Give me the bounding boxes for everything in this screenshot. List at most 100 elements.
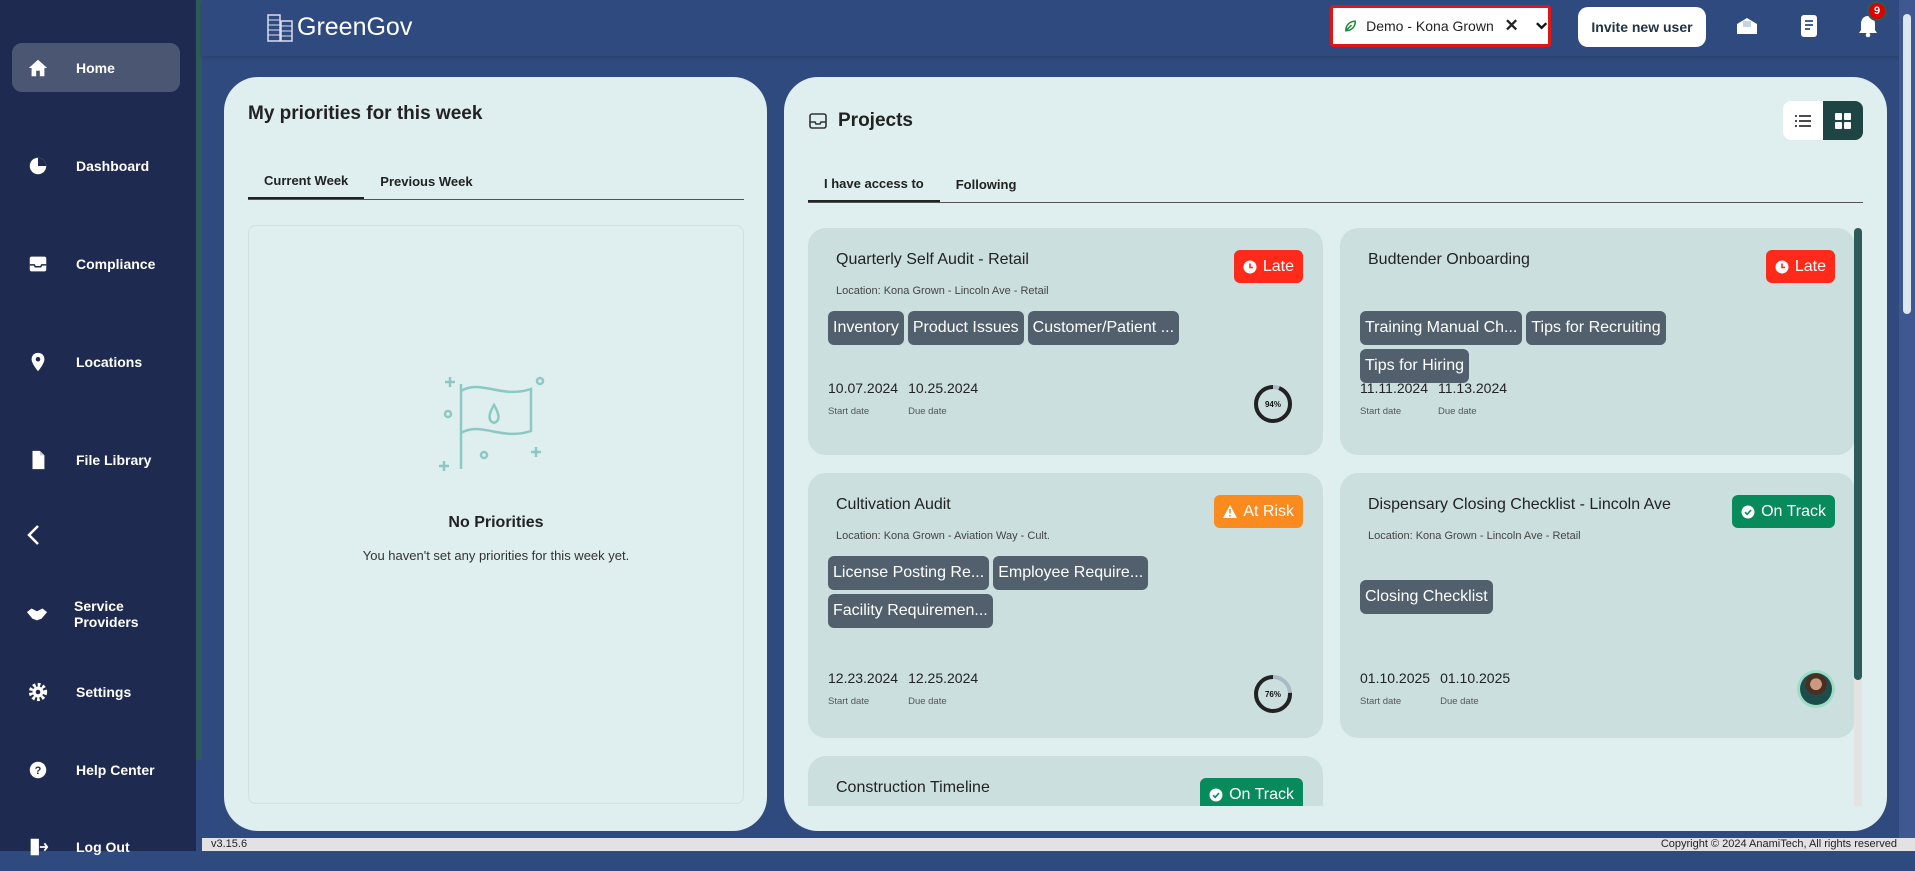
documents-button[interactable] (1795, 12, 1823, 40)
invite-new-user-button[interactable]: Invite new user (1578, 7, 1706, 47)
cards-scrollbar-thumb[interactable] (1854, 228, 1862, 680)
chevron-left-icon (27, 525, 39, 545)
status-badge: Late (1765, 250, 1835, 283)
project-location: Location: Kona Grown - Lincoln Ave - Ret… (836, 285, 1049, 297)
pie-chart-icon (26, 154, 50, 178)
tag-chip[interactable]: Closing Checklist (1360, 580, 1493, 614)
project-card[interactable]: Dispensary Closing Checklist - Lincoln A… (1340, 473, 1855, 738)
project-card[interactable]: Quarterly Self Audit - Retail Location: K… (808, 228, 1323, 455)
progress-label: 94% (1265, 400, 1281, 409)
sidebar-item-label: Compliance (76, 255, 156, 272)
grid-icon (1835, 112, 1851, 129)
cards-scrollbar[interactable] (1854, 228, 1862, 806)
sidebar-item-label: Log Out (76, 838, 130, 855)
status-badge: On Track (1732, 495, 1835, 528)
sidebar-item-service-providers[interactable]: Service Providers (12, 589, 180, 638)
chevron-down-icon[interactable] (1535, 21, 1548, 31)
clock-icon (1243, 260, 1257, 273)
messages-button[interactable] (1733, 12, 1761, 40)
progress-ring: 76% (1254, 675, 1292, 713)
tab-following[interactable]: Following (955, 176, 1017, 192)
priorities-panel: My priorities for this week Current Week… (224, 77, 767, 831)
tag-chip[interactable]: Training Manual Ch... (1360, 311, 1523, 345)
start-date-label: Start date (1360, 406, 1402, 417)
logo[interactable]: GreenGov (266, 12, 412, 42)
tag-chip[interactable]: Inventory (828, 311, 904, 345)
status-label: Late (1794, 257, 1826, 275)
tag-chip[interactable]: Tips for Recruiting (1526, 311, 1666, 345)
sidebar-item-label: Dashboard (76, 157, 150, 174)
due-date: 12.25.2024 (908, 670, 979, 686)
due-date-label: Due date (1440, 696, 1479, 707)
leaf-icon (1345, 20, 1357, 32)
collapse-sidebar-button[interactable] (24, 522, 48, 548)
check-circle-icon (1209, 788, 1223, 801)
app-name: GreenGov (297, 12, 413, 41)
status-label: Late (1262, 257, 1294, 275)
project-card[interactable]: Construction Timeline On Track (808, 756, 1323, 806)
progress-ring: 94% (1254, 385, 1292, 423)
svg-text:?: ? (35, 765, 42, 777)
tag-chip[interactable]: Product Issues (907, 311, 1024, 345)
sidebar-item-settings[interactable]: Settings (12, 667, 180, 716)
sidebar-item-file-library[interactable]: File Library (12, 435, 180, 484)
sidebar-item-label: File Library (76, 451, 152, 468)
clear-icon[interactable]: ✕ (1504, 16, 1519, 35)
organization-select-value: Demo - Kona Grown (1366, 18, 1494, 34)
sidebar-item-label: Help Center (76, 761, 155, 778)
tag-chip[interactable]: Facility Requiremen... (828, 594, 993, 628)
sidebar-item-label: Home (76, 59, 115, 76)
status-label: At Risk (1243, 502, 1294, 520)
tab-previous-week[interactable]: Previous Week (380, 173, 473, 189)
sidebar-item-locations[interactable]: Locations (12, 337, 180, 386)
sidebar-item-help-center[interactable]: ? Help Center (12, 745, 180, 794)
sidebar-item-home[interactable]: Home (12, 43, 180, 92)
project-card[interactable]: Budtender Onboarding Late Training Manual … (1340, 228, 1855, 455)
project-title: Dispensary Closing Checklist - Lincoln A… (1368, 496, 1671, 513)
document-icon (1801, 15, 1817, 37)
tab-current-week[interactable]: Current Week (248, 163, 365, 199)
organization-select[interactable]: Demo - Kona Grown ✕ (1330, 5, 1551, 47)
sidebar-item-dashboard[interactable]: Dashboard (12, 141, 180, 190)
project-card[interactable]: Cultivation Audit Location: Kona Grown - … (808, 473, 1323, 738)
sidebar-item-label: Locations (76, 353, 143, 370)
grid-view-button[interactable] (1823, 101, 1863, 140)
status-label: On Track (1761, 502, 1826, 520)
empty-text: You haven't set any priorities for this … (362, 548, 630, 563)
handshake-icon (26, 602, 48, 626)
status-badge: At Risk (1214, 495, 1303, 528)
start-date: 10.07.2024 (828, 380, 899, 396)
tag-chip[interactable]: License Posting Re... (828, 556, 990, 590)
start-date: 12.23.2024 (828, 670, 899, 686)
tag-chip[interactable]: Employee Require... (993, 556, 1149, 590)
sidebar-item-compliance[interactable]: Compliance (12, 239, 180, 288)
project-title: Quarterly Self Audit - Retail (836, 251, 1029, 268)
page-scrollbar-thumb[interactable] (1903, 14, 1911, 314)
project-title: Construction Timeline (836, 779, 990, 796)
assignee-avatar[interactable] (1797, 670, 1835, 708)
status-badge: Late (1233, 250, 1303, 283)
clock-icon (1775, 260, 1789, 273)
home-icon (26, 56, 50, 80)
due-date-label: Due date (1438, 406, 1477, 417)
project-title: Cultivation Audit (836, 496, 951, 513)
warning-icon (1223, 505, 1238, 518)
flag-illustration-icon (439, 376, 545, 471)
priorities-title: My priorities for this week (248, 103, 483, 124)
sidebar-item-log-out[interactable]: Log Out (12, 822, 180, 871)
page-scrollbar[interactable] (1899, 0, 1915, 838)
due-date: 10.25.2024 (908, 380, 979, 396)
map-pin-icon (26, 350, 50, 374)
project-location: Location: Kona Grown - Lincoln Ave - Ret… (1368, 530, 1581, 542)
start-date-label: Start date (828, 696, 870, 707)
tag-chip[interactable]: Customer/Patient ... (1027, 311, 1180, 345)
tag-chip[interactable]: Tips for Hiring (1360, 349, 1469, 383)
priorities-empty-state: No Priorities You haven't set any priori… (248, 225, 744, 804)
start-date: 11.11.2024 (1360, 380, 1428, 396)
sidebar-divider (196, 0, 202, 760)
tab-i-have-access-to[interactable]: I have access to (808, 166, 940, 202)
due-date-label: Due date (908, 696, 947, 707)
list-view-button[interactable] (1783, 101, 1823, 140)
projects-inbox-icon (809, 113, 827, 129)
envelope-open-icon (1737, 18, 1757, 34)
